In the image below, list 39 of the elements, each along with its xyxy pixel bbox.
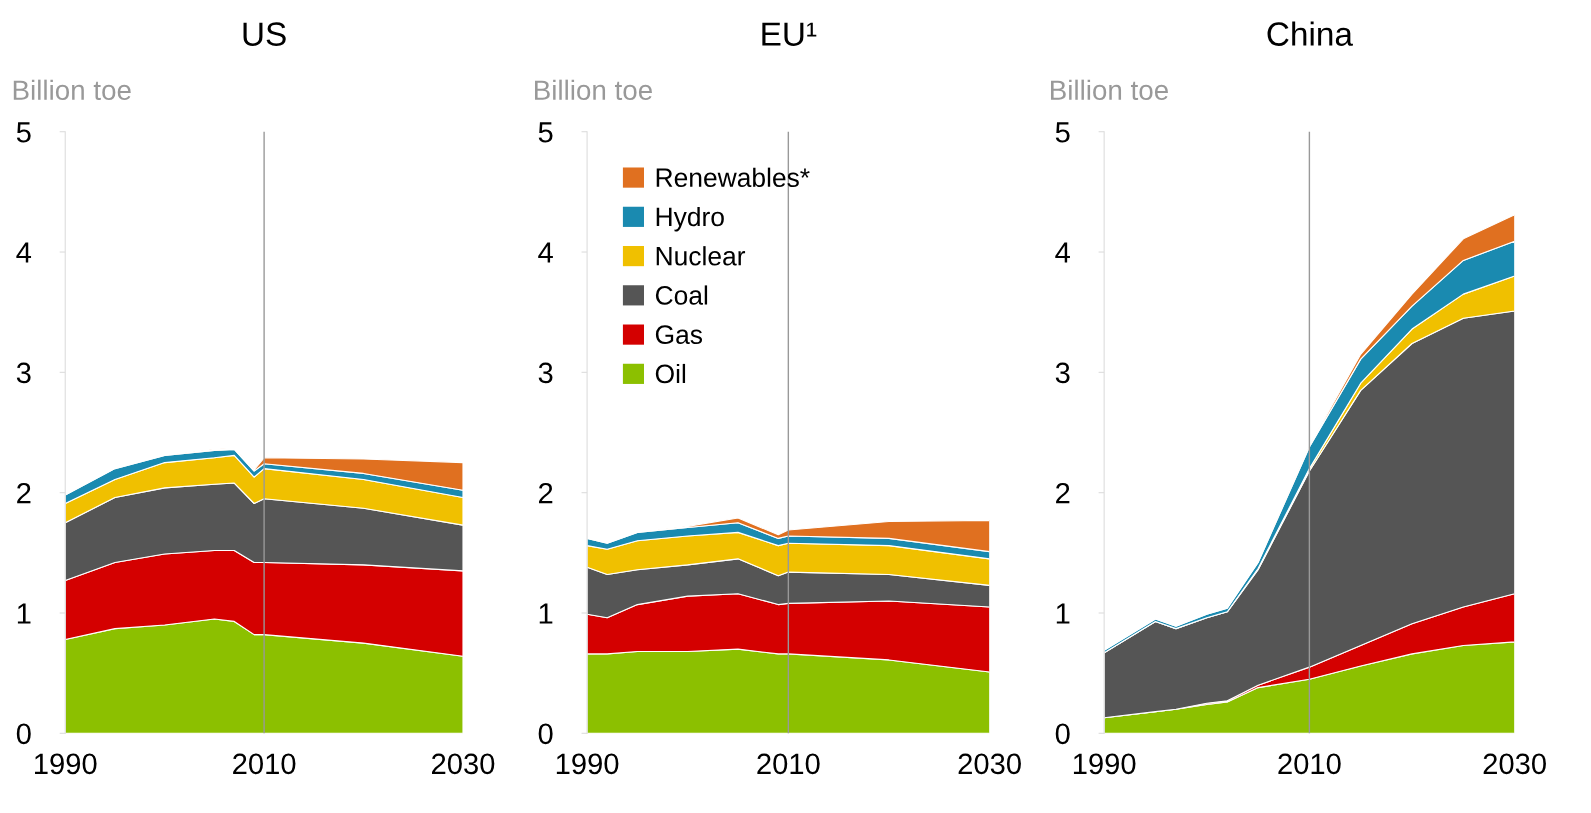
legend-label: Nuclear [656,246,746,266]
y-tick-label: 1 [1056,603,1070,624]
x-tick-label: 1990 [1073,753,1136,775]
y-tick-label: 4 [538,242,553,263]
legend-label: Oil [655,363,686,384]
x-tick-label: 2030 [1483,753,1546,775]
x-tick-label: 2030 [958,753,1021,775]
chart-title: EU¹ [762,22,817,46]
y-tick-label: 0 [1055,723,1070,745]
y-tick-label: 2 [538,482,553,504]
x-tick-label: 2010 [233,753,296,775]
x-tick-label: 2010 [1278,753,1341,775]
legend-label: Gas [655,325,703,345]
y-axis-title: Billion toe [1051,79,1168,101]
y-tick-label: 3 [16,362,31,384]
chart-title: US [243,22,286,46]
y-axis-title: Billion toe [13,79,131,101]
y-tick-label: 0 [538,723,553,745]
y-tick-label: 1 [539,603,553,624]
legend-label: Renewables* [656,167,810,188]
y-tick-label: 3 [538,362,553,384]
legend-label: Hydro [656,206,724,232]
x-tick-label: 1990 [35,753,97,775]
y-tick-label: 2 [17,482,31,504]
x-tick-label: 1990 [556,753,619,775]
y-tick-label: 5 [538,122,553,143]
y-tick-label: 4 [16,242,32,263]
y-tick-label: 2 [1056,482,1070,504]
y-tick-label: 4 [1055,242,1070,263]
chart-title: China [1267,21,1353,46]
y-tick-label: 5 [1055,122,1070,143]
y-tick-label: 5 [16,122,31,143]
legend-label: Coal [655,285,708,305]
x-tick-label: 2010 [757,753,820,775]
y-tick-label: 0 [16,723,31,745]
y-tick-label: 3 [1055,362,1070,384]
y-tick-label: 1 [17,603,31,624]
y-axis-title: Billion toe [535,79,652,101]
x-tick-label: 2030 [432,753,495,775]
